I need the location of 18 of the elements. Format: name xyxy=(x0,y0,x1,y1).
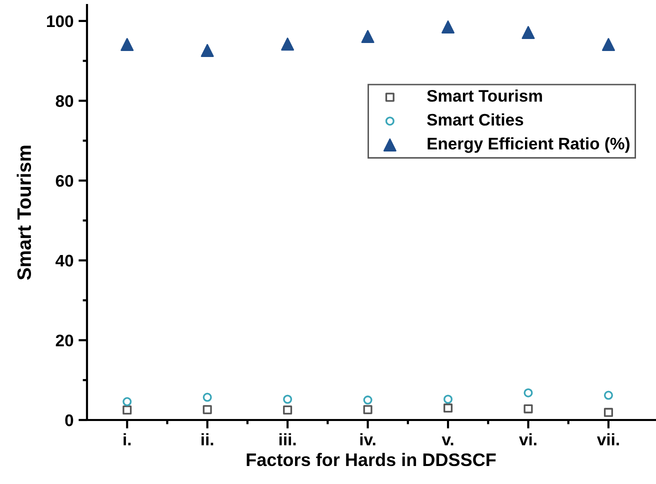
y-tick-label: 40 xyxy=(56,254,74,267)
y-tick-label: 80 xyxy=(56,95,74,107)
x-tick-label: ii. xyxy=(202,433,214,446)
y-tick-label: 20 xyxy=(56,334,74,346)
x-tick-label: iv. xyxy=(360,433,376,446)
y-tick-label: 60 xyxy=(56,174,74,187)
y-tick-label: 0 xyxy=(65,414,74,426)
x-axis-title: Factors for Hards in DDSSCF xyxy=(246,452,496,466)
legend-label: Smart Tourism xyxy=(427,90,542,102)
x-tick-label: vi. xyxy=(519,433,536,446)
y-axis-title: Smart Tourism xyxy=(16,146,32,280)
legend-label: Smart Cities xyxy=(427,113,524,126)
legend-label: Energy Efficient Ratio (%) xyxy=(428,137,630,153)
x-tick-label: vii. xyxy=(596,433,619,446)
x-tick-label: i. xyxy=(124,433,131,446)
x-tick-label: iii. xyxy=(279,433,296,446)
x-tick-label: v. xyxy=(442,436,454,446)
y-tick-label: 100 xyxy=(47,15,74,28)
